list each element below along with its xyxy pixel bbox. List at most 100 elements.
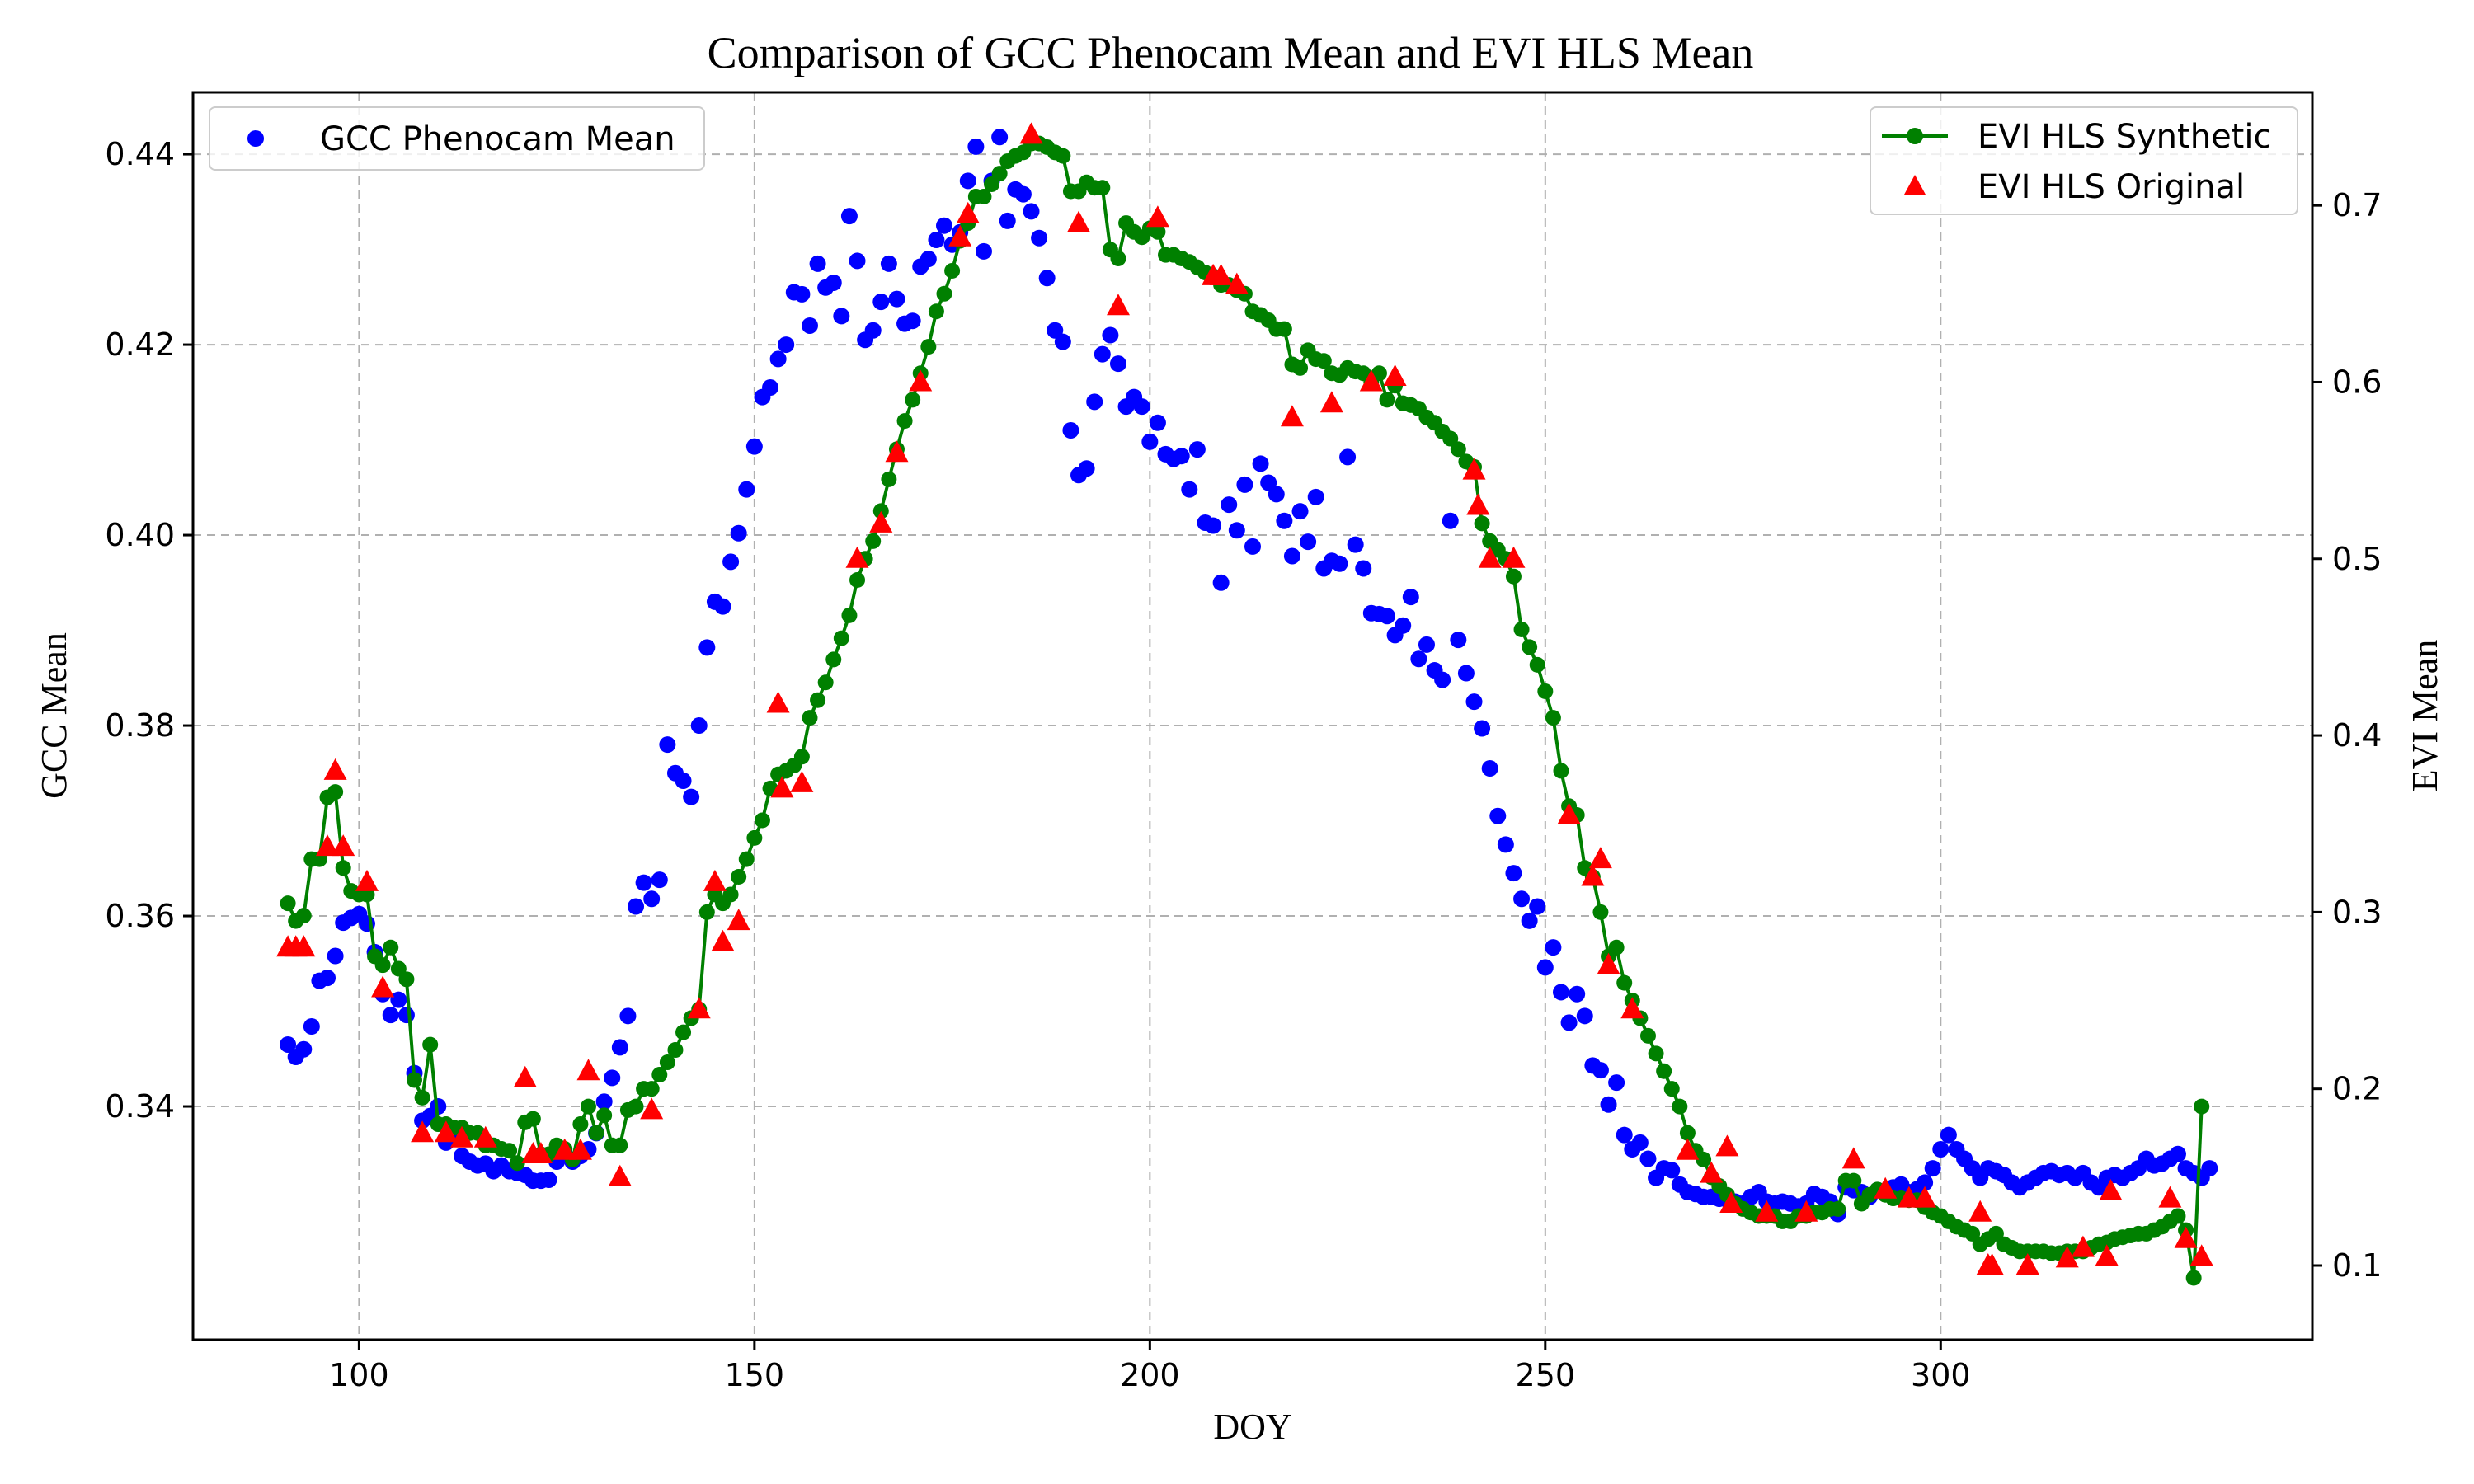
original-point: [712, 930, 735, 951]
gcc-point: [1442, 513, 1459, 529]
gcc-point: [833, 308, 849, 324]
gcc-point: [295, 1041, 312, 1058]
gcc-point: [1466, 693, 1483, 710]
y-axis-right-title: EVI Mean: [2405, 640, 2445, 792]
synthetic-point: [644, 1081, 660, 1097]
synthetic-point: [675, 1025, 691, 1040]
gcc-point: [810, 256, 826, 272]
original-point: [790, 771, 813, 792]
gcc-point: [762, 379, 778, 396]
gcc-point: [1537, 959, 1554, 975]
original-point: [727, 909, 750, 930]
synthetic-point: [834, 631, 849, 646]
gcc-point: [976, 243, 992, 260]
original-point: [640, 1097, 663, 1119]
gcc-point: [1339, 448, 1356, 465]
y-left-tick-label: 0.36: [105, 898, 175, 934]
gcc-point: [1639, 1151, 1656, 1167]
synthetic-point: [2170, 1208, 2185, 1223]
gcc-point: [1505, 865, 1522, 881]
gcc-point: [2201, 1160, 2218, 1176]
synthetic-point: [920, 339, 936, 355]
synthetic-point: [327, 784, 343, 800]
gcc-point: [872, 294, 889, 310]
gcc-point: [1150, 415, 1166, 431]
synthetic-point: [415, 1090, 430, 1106]
x-axis-title: DOY: [1213, 1407, 1291, 1447]
original-point: [1968, 1200, 1992, 1222]
synthetic-point: [1545, 710, 1561, 726]
synthetic-point: [383, 940, 398, 956]
gcc-point: [731, 525, 747, 542]
gcc-point: [865, 322, 882, 339]
synthetic-point: [1640, 1028, 1656, 1044]
original-point: [1281, 405, 1304, 426]
original-point: [1715, 1134, 1738, 1156]
y-right-tick-label: 0.4: [2332, 717, 2382, 754]
gcc-point: [604, 1069, 620, 1086]
gcc-point: [1110, 355, 1126, 372]
original-point: [1107, 294, 1130, 315]
synthetic-point: [1656, 1064, 1672, 1079]
y-right-tick-label: 0.2: [2332, 1071, 2382, 1107]
gcc-point: [936, 218, 952, 234]
original-point: [1620, 997, 1644, 1018]
synthetic-point: [810, 693, 825, 708]
synthetic-point: [572, 1116, 588, 1132]
gcc-point: [1379, 608, 1395, 624]
gcc-point: [1079, 460, 1095, 477]
legend-synthetic-label: EVI HLS Synthetic: [1978, 118, 2271, 156]
synthetic-point: [398, 971, 414, 987]
original-point: [2158, 1186, 2181, 1208]
original-point: [371, 976, 394, 998]
gcc-point: [1616, 1127, 1633, 1144]
gcc-point: [1221, 496, 1237, 513]
x-tick-label: 300: [1911, 1357, 1971, 1393]
synthetic-point: [1846, 1173, 1861, 1189]
synthetic-point: [944, 263, 960, 279]
gcc-point: [991, 129, 1008, 145]
synthetic-point: [794, 749, 810, 764]
y-right-tick-label: 0.1: [2332, 1247, 2382, 1284]
gcc-point: [1395, 618, 1411, 634]
gcc-point: [1608, 1074, 1625, 1091]
gcc-point: [1331, 556, 1348, 572]
synthetic-point: [1672, 1099, 1687, 1115]
gcc-point: [1932, 1141, 1949, 1158]
synthetic-point: [525, 1111, 541, 1127]
gcc-point: [1031, 230, 1047, 247]
gcc-point: [1174, 448, 1190, 464]
original-point: [1067, 211, 1090, 232]
synthetic-point: [1110, 251, 1126, 266]
gcc-point: [698, 639, 715, 655]
gcc-point: [390, 992, 407, 1008]
synthetic-point: [929, 303, 944, 319]
gcc-point: [849, 252, 866, 269]
gcc-point: [1181, 481, 1197, 498]
y-axis-left-title: GCC Mean: [34, 632, 74, 799]
synthetic-point: [375, 957, 391, 973]
synthetic-point: [1609, 940, 1625, 956]
gcc-point: [619, 1007, 636, 1024]
gcc-point: [2170, 1146, 2186, 1162]
original-point: [332, 834, 355, 856]
synthetic-point: [841, 608, 857, 623]
original-point: [609, 1165, 632, 1186]
synthetic-point: [628, 1099, 644, 1115]
synthetic-point: [1514, 622, 1530, 637]
gcc-point: [1102, 327, 1118, 344]
synthetic-point: [422, 1037, 438, 1053]
original-point: [909, 370, 932, 392]
original-point: [514, 1066, 537, 1087]
legend-original-label: EVI HLS Original: [1978, 168, 2245, 206]
synthetic-point: [1506, 569, 1522, 585]
original-point: [1842, 1147, 1865, 1168]
synthetic-point: [1055, 148, 1070, 164]
x-tick-label: 150: [725, 1357, 785, 1393]
gcc-point: [920, 251, 937, 267]
synthetic-point: [581, 1099, 596, 1115]
gcc-point: [1253, 455, 1269, 472]
synthetic-point: [731, 869, 746, 885]
gcc-point: [1023, 203, 1039, 219]
gcc-point: [628, 898, 644, 914]
